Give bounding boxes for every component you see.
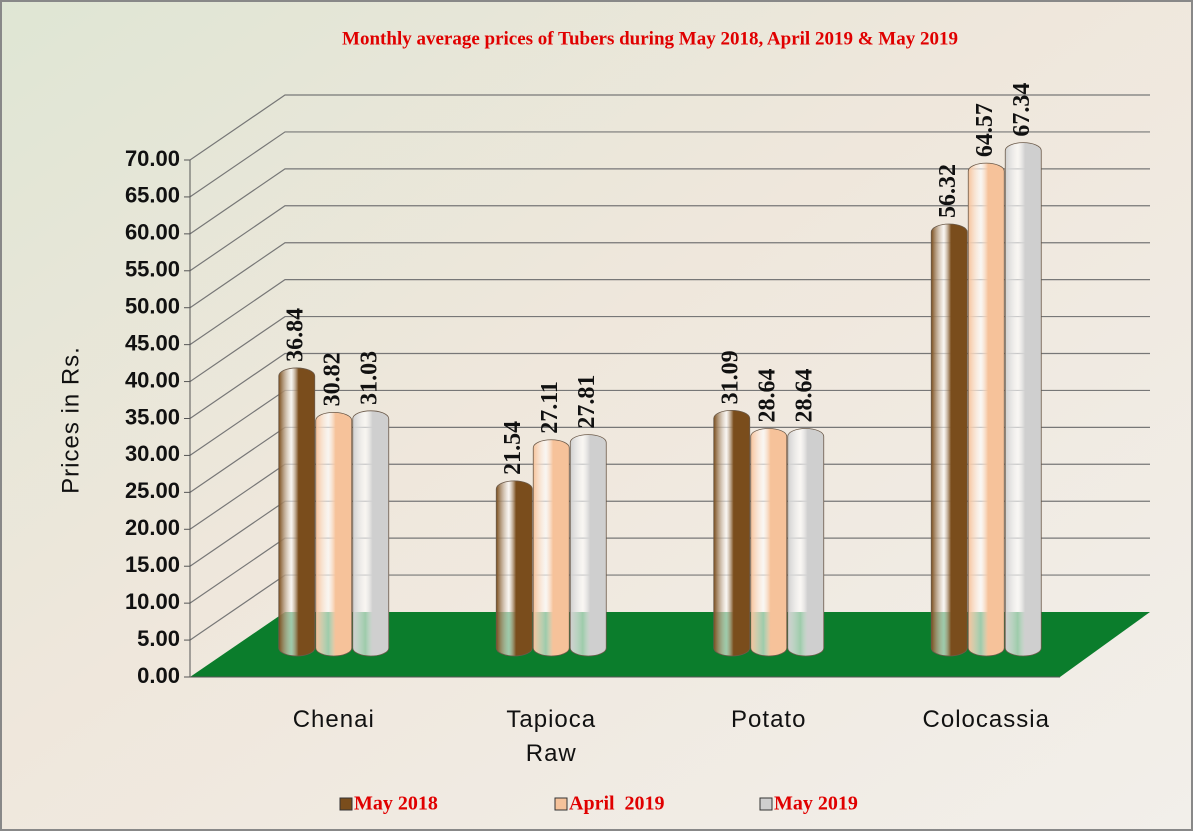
bar	[713, 409, 751, 657]
value-label: 27.11	[537, 381, 563, 434]
y-tick-label: 35.00	[125, 404, 180, 429]
grid-line	[189, 242, 1150, 309]
bar	[315, 411, 353, 657]
value-label: 30.82	[319, 352, 345, 406]
grid-line	[189, 352, 1150, 419]
x-tick-label: Colocassia	[922, 706, 1050, 733]
value-label: 31.03	[356, 351, 382, 405]
chart-title: Monthly average prices of Tubers during …	[342, 28, 958, 49]
bar	[750, 428, 788, 657]
y-tick-label: 50.00	[125, 294, 180, 319]
y-tick-label: 10.00	[125, 589, 180, 614]
grid-line	[189, 279, 1150, 346]
grid-line	[189, 205, 1150, 272]
y-tick-label: 5.00	[137, 626, 180, 651]
value-label: 27.81	[574, 375, 600, 429]
x-tick-label: Potato	[731, 706, 807, 733]
bar	[532, 439, 570, 657]
bar	[967, 162, 1005, 657]
floor	[190, 612, 1150, 677]
grid-line	[189, 94, 1150, 161]
grid-line	[189, 131, 1150, 198]
y-tick-label: 0.00	[137, 663, 180, 688]
bar	[787, 428, 825, 657]
value-label: 56.32	[935, 164, 961, 218]
y-tick-label: 40.00	[125, 367, 180, 392]
y-tick-label: 30.00	[125, 441, 180, 466]
y-tick-label: 60.00	[125, 220, 180, 245]
legend-label: May 2018	[354, 793, 438, 815]
bar	[352, 410, 390, 657]
bar	[1004, 142, 1042, 657]
y-tick-label: 65.00	[125, 183, 180, 208]
value-label: 28.64	[791, 368, 817, 422]
y-tick-label: 70.00	[125, 146, 180, 171]
y-tick-label: 20.00	[125, 515, 180, 540]
grid-line	[189, 168, 1150, 235]
value-label: 31.09	[717, 350, 743, 404]
legend-swatch	[554, 797, 568, 811]
bar	[278, 367, 316, 657]
legend-label: May 2019	[774, 793, 858, 815]
value-label: 28.64	[754, 368, 780, 422]
value-label: 21.54	[500, 421, 526, 475]
y-tick-label: 45.00	[125, 330, 180, 355]
y-tick-label: 55.00	[125, 257, 180, 282]
grid-line	[189, 315, 1150, 383]
bar	[569, 434, 607, 657]
y-axis-label: Prices in Rs.	[57, 346, 84, 494]
y-tick-label: 25.00	[125, 478, 180, 503]
x-tick-label: Tapioca Raw	[506, 706, 597, 767]
value-label: 64.57	[972, 103, 998, 157]
value-label: 36.84	[282, 308, 308, 362]
legend-label: April 2019	[569, 793, 665, 815]
legend-swatch	[339, 797, 353, 811]
value-label: 67.34	[1009, 83, 1035, 137]
y-tick-label: 15.00	[125, 552, 180, 577]
bar	[930, 223, 968, 657]
x-tick-label: Chenai	[292, 706, 375, 733]
legend-swatch	[759, 797, 773, 811]
bar	[495, 480, 533, 657]
